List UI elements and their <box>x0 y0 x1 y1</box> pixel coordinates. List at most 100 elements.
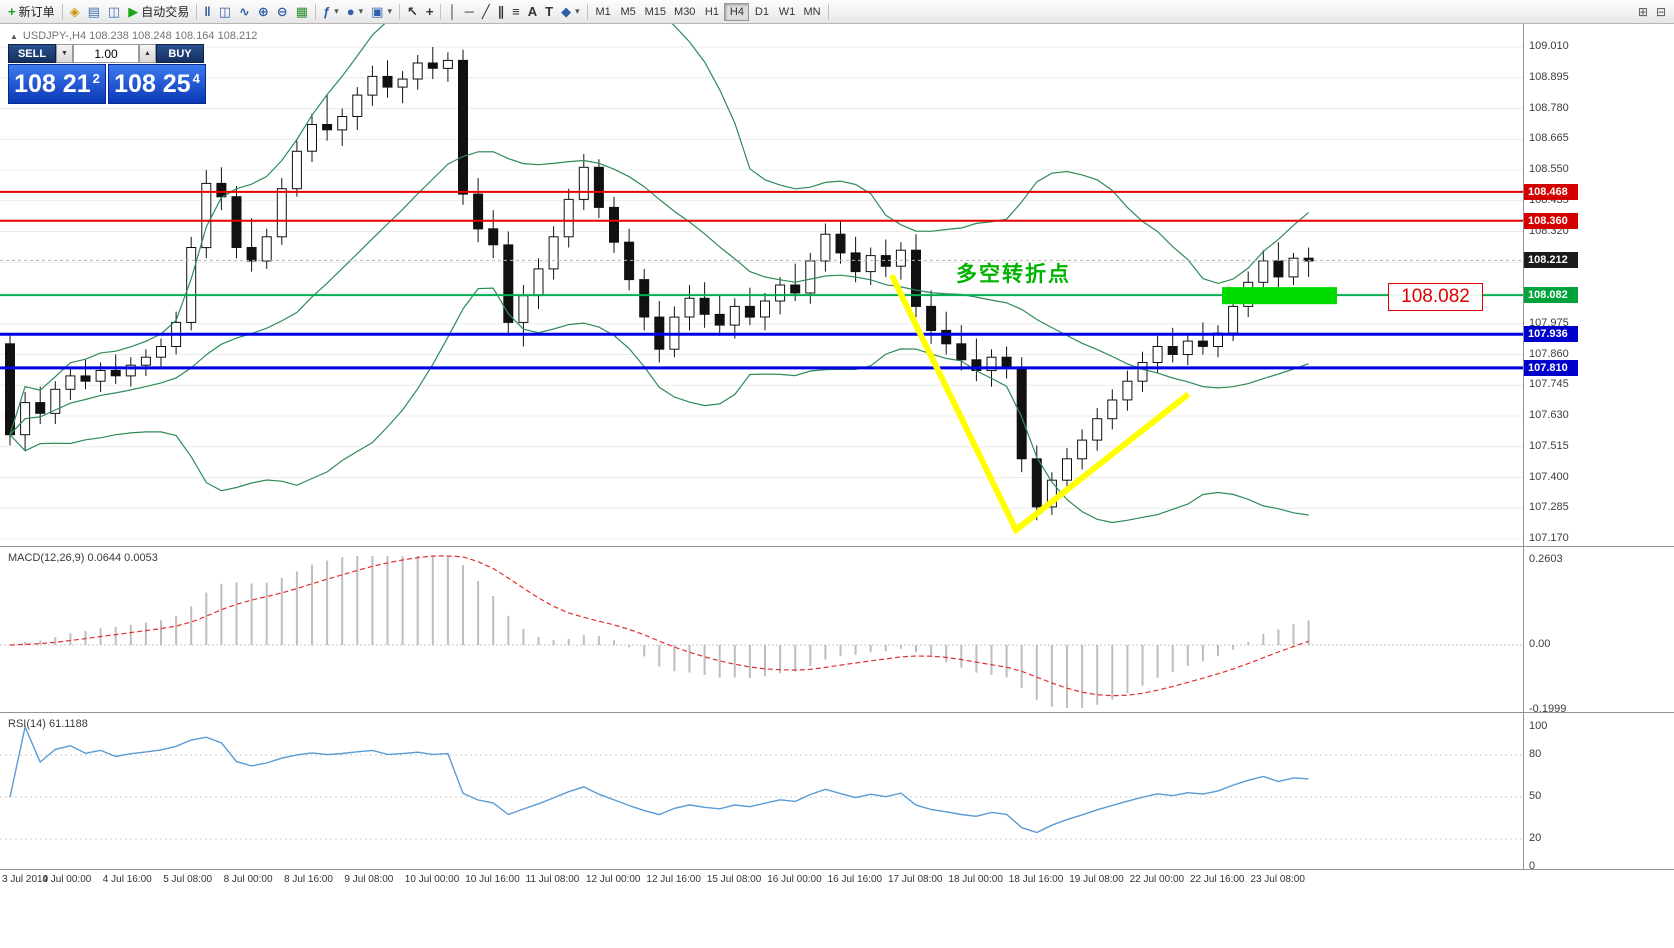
rsi-axis-label: 50 <box>1529 790 1542 802</box>
bull-candle <box>548 236 559 270</box>
bull-candle <box>1228 305 1239 334</box>
pan-tool-icon[interactable]: ⊟ <box>1655 4 1666 19</box>
auto-trading-button[interactable]: ▶ 自动交易 <box>124 2 193 22</box>
sell-button[interactable]: SELL <box>8 44 56 63</box>
volume-down-button[interactable]: ▼ <box>56 44 73 63</box>
new-order-button[interactable]: + 新订单 <box>4 2 59 22</box>
bull-candle <box>412 62 423 80</box>
cursor-icon[interactable]: ↖ <box>403 2 422 22</box>
bear-candle <box>458 59 468 195</box>
bollinger-lower <box>9 287 1309 524</box>
bull-candle <box>201 182 212 249</box>
bear-candle <box>1031 458 1042 508</box>
auto-trading-button-label: 自动交易 <box>141 5 190 19</box>
rectangle-object[interactable] <box>1222 287 1337 305</box>
trendline-icon[interactable]: ╱ <box>478 2 494 22</box>
price-callout-box[interactable]: 108.082 <box>1388 283 1483 311</box>
timeframe-button-h1[interactable]: H1 <box>704 5 719 18</box>
rsi-panel-svg[interactable] <box>0 714 1523 868</box>
zoom-out-icon[interactable]: ⊖ <box>273 2 292 22</box>
time-axis[interactable]: 3 Jul 2019 4 Jul 00:00 4 Jul 16:00 5 Jul 08… <box>0 869 1674 889</box>
bear-candle <box>1167 346 1178 355</box>
trendline-object[interactable] <box>888 273 1191 535</box>
time-axis-label: 11 Jul 08:00 <box>525 874 580 885</box>
crosshair-icon[interactable]: + <box>422 2 438 22</box>
symbol-expand-icon[interactable]: ▲ <box>10 31 18 41</box>
bear-candle <box>835 233 846 254</box>
chart-symbol-info: ▲ USDJPY-,H4 108.238 108.248 108.164 108… <box>10 30 257 42</box>
bar-chart-icon[interactable]: ‖ <box>200 2 214 22</box>
timeframe-button-m1[interactable]: M1 <box>595 5 611 18</box>
zoom-in-icon[interactable]: ⊕ <box>254 2 273 22</box>
timeframe-button-h4[interactable]: H4 <box>724 2 750 21</box>
macd-panel-svg[interactable] <box>0 548 1523 712</box>
text-label-icon[interactable]: T <box>541 2 557 22</box>
volume-input[interactable] <box>73 44 139 63</box>
line-chart-icon[interactable]: ∿ <box>235 2 254 22</box>
bear-candle <box>1273 260 1284 278</box>
annotation-text-object[interactable]: 多空转折点 <box>956 263 1071 286</box>
time-axis-label: 8 Jul 00:00 <box>223 874 273 885</box>
bull-candle <box>820 233 831 262</box>
panel-separator[interactable] <box>0 546 1674 547</box>
zoom-tool-icon[interactable]: ⊞ <box>1637 4 1648 19</box>
data-window-icon[interactable]: ▤ <box>84 2 104 22</box>
toolbar-separator <box>440 3 442 20</box>
timeframe-button-mn[interactable]: MN <box>803 5 821 18</box>
bear-candle <box>110 370 121 377</box>
vertical-line-icon[interactable]: │ <box>444 2 460 22</box>
fibonacci-icon[interactable]: ≡ <box>508 2 524 22</box>
time-axis-label: 18 Jul 16:00 <box>1008 874 1064 885</box>
bear-candle <box>714 313 725 326</box>
bear-candle <box>880 255 891 267</box>
price-tag: 108.468 <box>1524 183 1578 200</box>
timeframe-button-d1[interactable]: D1 <box>754 5 769 18</box>
bear-candle <box>609 206 619 243</box>
navigator-icon[interactable]: ◫ <box>104 2 124 22</box>
bull-candle <box>518 295 529 323</box>
bull-candle <box>760 300 770 318</box>
market-watch-icon[interactable]: ◈ <box>66 2 84 22</box>
bull-candle <box>1077 439 1088 460</box>
arrows-icon[interactable]: ◆ ▾ <box>557 2 584 22</box>
templates-icon[interactable]: ▣ ▾ <box>367 2 396 22</box>
indicators-icon[interactable]: ƒ ▾ <box>319 2 343 22</box>
timeframe-button-m30[interactable]: M30 <box>674 5 696 18</box>
timeframe-button-w1[interactable]: W1 <box>778 5 796 18</box>
templates-glyph-icon: ▣ <box>371 4 384 19</box>
timeframe-button-m15[interactable]: M15 <box>644 5 667 18</box>
panel-separator[interactable] <box>0 712 1674 713</box>
macd-axis-label: -0.1999 <box>1529 703 1567 716</box>
text-icon[interactable]: A <box>524 2 541 22</box>
volume-up-button[interactable]: ▲ <box>139 44 156 63</box>
price-axis-label: 108.780 <box>1529 101 1569 114</box>
main-chart-svg[interactable] <box>0 24 1523 546</box>
time-axis-label: 23 Jul 08:00 <box>1250 874 1305 885</box>
toolbar-right-icons: ⊞ ⊟ <box>1634 2 1670 22</box>
time-axis-label: 16 Jul 00:00 <box>767 874 822 885</box>
price-axis-label: 109.010 <box>1529 40 1569 52</box>
price-axis-label: 108.665 <box>1529 132 1569 145</box>
equidistant-channel-icon[interactable]: ∥ <box>494 2 509 22</box>
price-axis[interactable]: 109.010 108.895 108.780 108.665 108.550 108.4… <box>1524 0 1674 948</box>
bull-candle <box>578 166 589 200</box>
time-axis-label: 8 Jul 16:00 <box>284 874 333 885</box>
timeframe-button-m5[interactable]: M5 <box>620 5 636 18</box>
time-axis-label: 10 Jul 00:00 <box>404 874 460 885</box>
periods-icon[interactable]: ● ▾ <box>343 2 367 22</box>
new-order-button-label: 新订单 <box>18 5 55 19</box>
price-tag: 107.936 <box>1524 326 1578 343</box>
trendline-glyph-icon: ╱ <box>481 4 490 19</box>
candlestick-chart-icon[interactable]: ◫ <box>215 2 235 22</box>
tile-windows-icon[interactable]: ▦ <box>292 2 312 22</box>
bear-candle <box>322 124 333 131</box>
buy-button[interactable]: BUY <box>156 44 204 63</box>
sell-price-pip: 2 <box>92 71 100 86</box>
price-axis-label: 107.170 <box>1529 532 1569 544</box>
bull-candle <box>1152 346 1163 363</box>
horizontal-line-icon[interactable]: ─ <box>461 2 478 22</box>
sell-price-button[interactable]: 108 21 2 <box>8 64 106 104</box>
buy-price-button[interactable]: 108 25 4 <box>108 64 206 104</box>
bear-candle <box>5 343 15 436</box>
macd-indicator-label: MACD(12,26,9) 0.0644 0.0053 <box>8 552 158 564</box>
